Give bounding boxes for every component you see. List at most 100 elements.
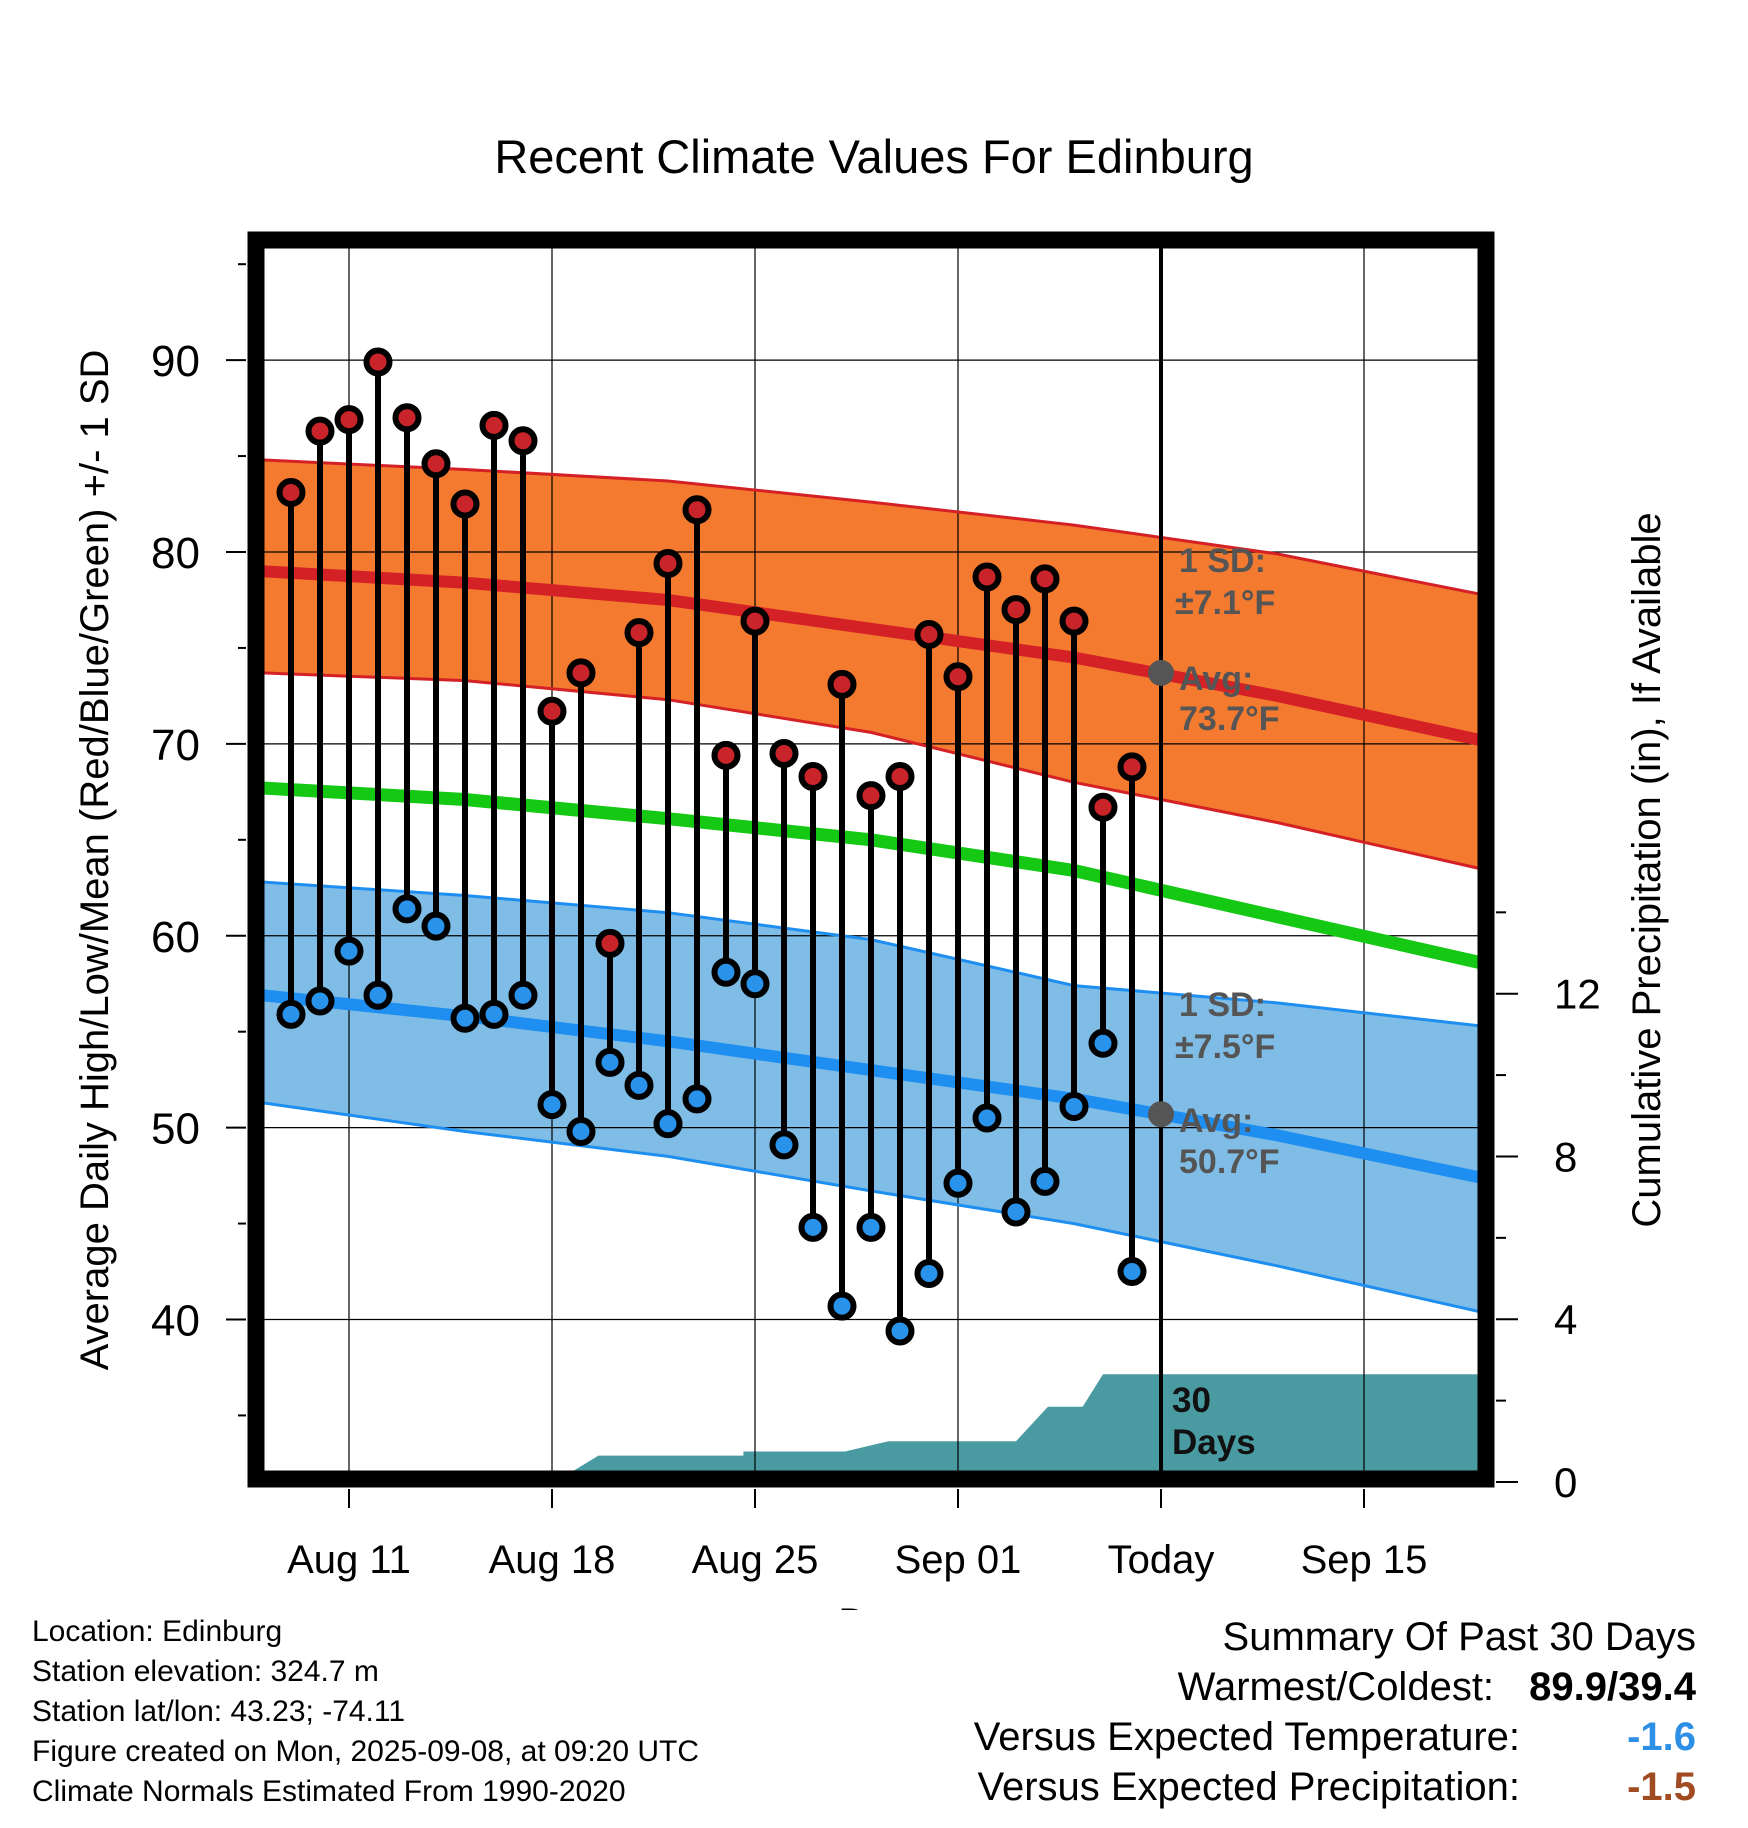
daily-low-point (914, 1258, 944, 1288)
daily-high-point (392, 403, 422, 433)
x-tick-label: Aug 25 (692, 1538, 819, 1582)
daily-high-point (566, 658, 596, 688)
y-tick-label: 50 (151, 1105, 200, 1154)
elevation-text: Station elevation: 324.7 m (32, 1655, 379, 1688)
precip-departure-label: Versus Expected Precipitation: (977, 1765, 1520, 1809)
precip-days-number: 30 (1172, 1381, 1211, 1420)
low-sd-label: 1 SD: (1179, 986, 1266, 1024)
station-info: Location: Edinburg Station elevation: 32… (32, 1612, 699, 1812)
y-tick-label: 90 (151, 337, 200, 386)
x-tick-label: Today (1108, 1538, 1215, 1582)
summary-precip-row: Versus Expected Precipitation: -1.5 (974, 1762, 1696, 1812)
precip-days-label: Days (1172, 1423, 1256, 1462)
temp-departure-value: -1.6 (1627, 1715, 1696, 1759)
daily-low-point (566, 1116, 596, 1146)
created-text: Figure created on Mon, 2025-09-08, at 09… (32, 1735, 700, 1768)
daily-low-point (798, 1212, 828, 1242)
high-avg-value: 73.7°F (1179, 700, 1280, 738)
latlon-text: Station lat/lon: 43.23; -74.11 (32, 1695, 406, 1728)
y2-tick-label: 12 (1554, 971, 1601, 1018)
daily-high-point (421, 449, 451, 479)
daily-low-point (740, 969, 770, 999)
daily-high-point (856, 781, 886, 811)
daily-high-point (276, 478, 306, 508)
x-tick-label: Sep 01 (895, 1538, 1022, 1582)
y-tick-label: 60 (151, 913, 200, 962)
daily-high-point (827, 669, 857, 699)
daily-high-point (305, 416, 335, 446)
daily-high-point (798, 761, 828, 791)
plot-frame (247, 231, 1495, 1488)
daily-low-point (653, 1109, 683, 1139)
daily-high-point (508, 426, 538, 456)
warm-cold-label: Warmest/Coldest: (1177, 1665, 1495, 1709)
y-tick-label: 40 (151, 1297, 200, 1346)
daily-low-point (827, 1291, 857, 1321)
daily-high-point (653, 549, 683, 579)
daily-high-point (885, 761, 915, 791)
daily-low-point (769, 1130, 799, 1160)
low-sd-value: ±7.5°F (1175, 1028, 1275, 1066)
climate-chart: Recent Climate Values For Edinburg 1 SD:… (73, 130, 1669, 1610)
daily-high-point (914, 620, 944, 650)
y-tick-label: 80 (151, 529, 200, 578)
y2-tick-label: 8 (1554, 1133, 1577, 1180)
daily-low-point (972, 1103, 1002, 1133)
high-sd-upper-line (262, 458, 1480, 596)
x-axis-label: Day (838, 1601, 909, 1610)
daily-low-point (1059, 1092, 1089, 1122)
daily-high-point (740, 606, 770, 636)
daily-low-point (1117, 1257, 1147, 1287)
low-avg-value: 50.7°F (1179, 1143, 1280, 1181)
high-avg-label: Avg: (1179, 660, 1253, 698)
daily-low-point (1001, 1197, 1031, 1227)
normals-text: Climate Normals Estimated From 1990-2020 (32, 1775, 626, 1808)
daily-low-point (334, 936, 364, 966)
warm-cold-value: 89.9/39.4 (1529, 1665, 1696, 1709)
daily-high-point (1059, 606, 1089, 636)
summary-title: Summary Of Past 30 Days (1222, 1615, 1696, 1659)
today-high-avg-dot (1148, 659, 1174, 686)
daily-high-point (363, 347, 393, 377)
low-avg-label: Avg: (1179, 1102, 1253, 1140)
y2-tick-label: 4 (1554, 1296, 1577, 1343)
location-text: Location: Edinburg (32, 1615, 283, 1648)
daily-high-point (711, 740, 741, 770)
high-sd-label: 1 SD: (1179, 542, 1266, 580)
precip-departure-value: -1.5 (1627, 1765, 1696, 1809)
daily-low-point (421, 911, 451, 941)
precip-area (262, 1374, 1480, 1473)
chart-title: Recent Climate Values For Edinburg (494, 130, 1253, 183)
y-axis-label-left: Average Daily High/Low/Mean (Red/Blue/Gr… (73, 350, 117, 1371)
summary-temp-row: Versus Expected Temperature: -1.6 (974, 1712, 1696, 1762)
daily-low-point (537, 1090, 567, 1120)
high-sd-value: ±7.1°F (1175, 584, 1275, 622)
today-low-avg-dot (1148, 1101, 1174, 1128)
daily-high-point (972, 562, 1002, 592)
daily-low-point (682, 1084, 712, 1114)
daily-low-point (450, 1003, 480, 1033)
summary-warm-cold-row: Warmest/Coldest: 89.9/39.4 (974, 1662, 1696, 1712)
daily-low-point (856, 1212, 886, 1242)
daily-high-point (943, 662, 973, 692)
daily-high-point (682, 495, 712, 525)
y-tick-label: 70 (151, 721, 200, 770)
daily-low-point (711, 957, 741, 987)
daily-low-point (305, 986, 335, 1016)
daily-high-point (769, 738, 799, 768)
daily-low-point (479, 999, 509, 1029)
daily-high-point (479, 410, 509, 440)
daily-low-point (392, 894, 422, 924)
daily-low-point (363, 980, 393, 1010)
temp-departure-label: Versus Expected Temperature: (973, 1715, 1520, 1759)
daily-high-point (1001, 595, 1031, 625)
daily-high-point (450, 489, 480, 519)
daily-low-point (1030, 1166, 1060, 1196)
daily-low-point (595, 1047, 625, 1077)
daily-high-point (595, 928, 625, 958)
summary-panel: Summary Of Past 30 Days Warmest/Coldest:… (974, 1612, 1696, 1812)
daily-low-point (508, 980, 538, 1010)
daily-low-point (276, 999, 306, 1029)
daily-high-point (537, 696, 567, 726)
